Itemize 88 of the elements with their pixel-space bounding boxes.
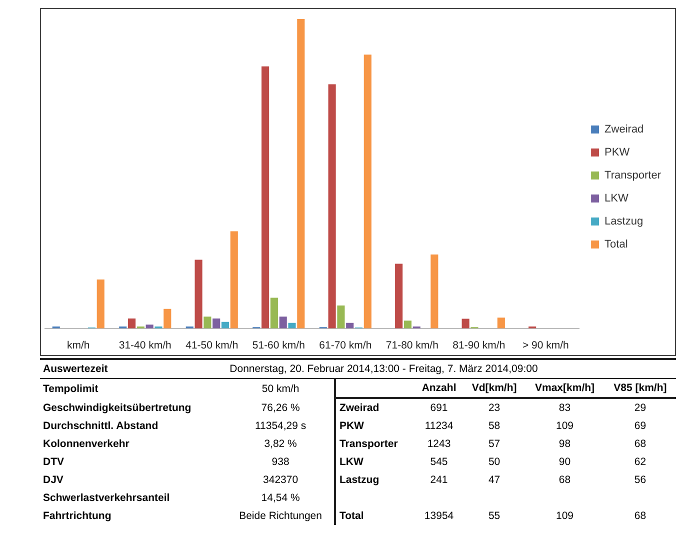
bar <box>204 316 212 328</box>
text: 241 <box>429 473 449 488</box>
text: 68 <box>633 437 648 452</box>
text: PKW <box>335 417 415 435</box>
bar <box>230 231 238 328</box>
text: Tempolimit <box>42 382 100 396</box>
text: Zweirad <box>335 398 415 417</box>
text: 56 <box>633 473 648 488</box>
bar <box>462 318 470 328</box>
text: 29 <box>633 401 648 416</box>
text: Total <box>335 507 415 525</box>
text: 342370 <box>262 473 300 488</box>
text: 58 <box>487 419 502 434</box>
legend-label: Total <box>604 238 628 251</box>
text: Geschwindigkeitsübertretung <box>42 400 192 416</box>
text: 62 <box>633 455 648 470</box>
bar <box>404 320 412 328</box>
bar <box>194 260 202 328</box>
legend-label: Zweirad <box>604 124 644 136</box>
text: 50 <box>487 455 502 470</box>
x-tick-label: km/h <box>66 340 90 352</box>
legend-label: Lastzug <box>604 216 644 228</box>
text: 691 <box>429 401 449 416</box>
x-tick-label: 81-90 km/h <box>452 340 506 352</box>
text: DTV <box>42 455 65 470</box>
text: 47 <box>487 473 502 488</box>
x-tick-label: > 90 km/h <box>522 340 570 352</box>
text: DJV <box>42 473 64 488</box>
text: 55 <box>487 509 502 524</box>
bar <box>128 318 136 328</box>
text: Anzahl <box>414 378 464 398</box>
text: Vmax[km/h] <box>525 378 604 398</box>
text: 23 <box>487 401 502 416</box>
legend-label: LKW <box>604 192 630 205</box>
text: 109 <box>555 419 575 434</box>
text: Beide Richtungen <box>238 509 323 524</box>
text: Donnerstag, 20. Februar 2014,13:00 - Freitag, 7. März 2014,09:00 <box>226 359 676 378</box>
text: 68 <box>558 473 572 488</box>
text: Schwerlastverkehrsanteil <box>42 491 171 506</box>
text: Durchschnittl. Abstand <box>42 419 160 434</box>
legend-label: Transporter <box>604 170 662 182</box>
text: 938 <box>270 455 290 470</box>
bar <box>164 308 172 328</box>
bar <box>337 306 345 328</box>
x-tick-label: 51-60 km/h <box>252 340 306 352</box>
bar <box>212 318 220 328</box>
text: 1243 <box>426 437 452 452</box>
text: Auswertezeit <box>40 359 227 378</box>
bar <box>270 298 278 328</box>
text: V85 [km/h] <box>604 378 676 398</box>
text: 57 <box>487 437 502 452</box>
text: 11354,29 s <box>254 419 308 434</box>
legend-label: PKW <box>604 146 630 159</box>
text: 76,26 % <box>260 400 301 416</box>
bar <box>221 322 230 328</box>
text: 98 <box>558 437 572 452</box>
bar <box>430 254 438 328</box>
text: 13954 <box>423 509 455 524</box>
x-tick-label: 61-70 km/h <box>319 340 372 352</box>
bar <box>497 318 505 328</box>
bar <box>288 322 296 328</box>
text: 68 <box>633 509 648 524</box>
bar <box>328 84 336 328</box>
bar <box>96 280 104 328</box>
text: 11234 <box>424 419 454 434</box>
x-tick-label: 31-40 km/h <box>118 340 172 352</box>
bar <box>146 324 154 328</box>
x-tick-label: 71-80 km/h <box>386 340 439 352</box>
text: 50 km/h <box>260 382 300 396</box>
text: Transporter <box>335 435 415 453</box>
text: Kolonnenverkehr <box>42 437 130 452</box>
text: Vd[km/h] <box>463 378 526 398</box>
text: 14,54 % <box>260 491 301 506</box>
text: 90 <box>558 455 572 470</box>
x-tick-label: 41-50 km/h <box>186 340 238 352</box>
bar <box>262 66 270 328</box>
bar <box>364 54 372 328</box>
text: Fahrtrichtung <box>42 509 112 524</box>
text: 83 <box>558 401 572 416</box>
bar <box>297 19 305 328</box>
text: 109 <box>555 509 575 524</box>
text: Lastzug <box>335 471 415 489</box>
text: 545 <box>429 455 449 470</box>
text: LKW <box>335 453 415 471</box>
bar <box>395 264 403 328</box>
text: 3,82 % <box>263 437 298 452</box>
bar <box>279 316 287 328</box>
text: 69 <box>633 419 648 434</box>
